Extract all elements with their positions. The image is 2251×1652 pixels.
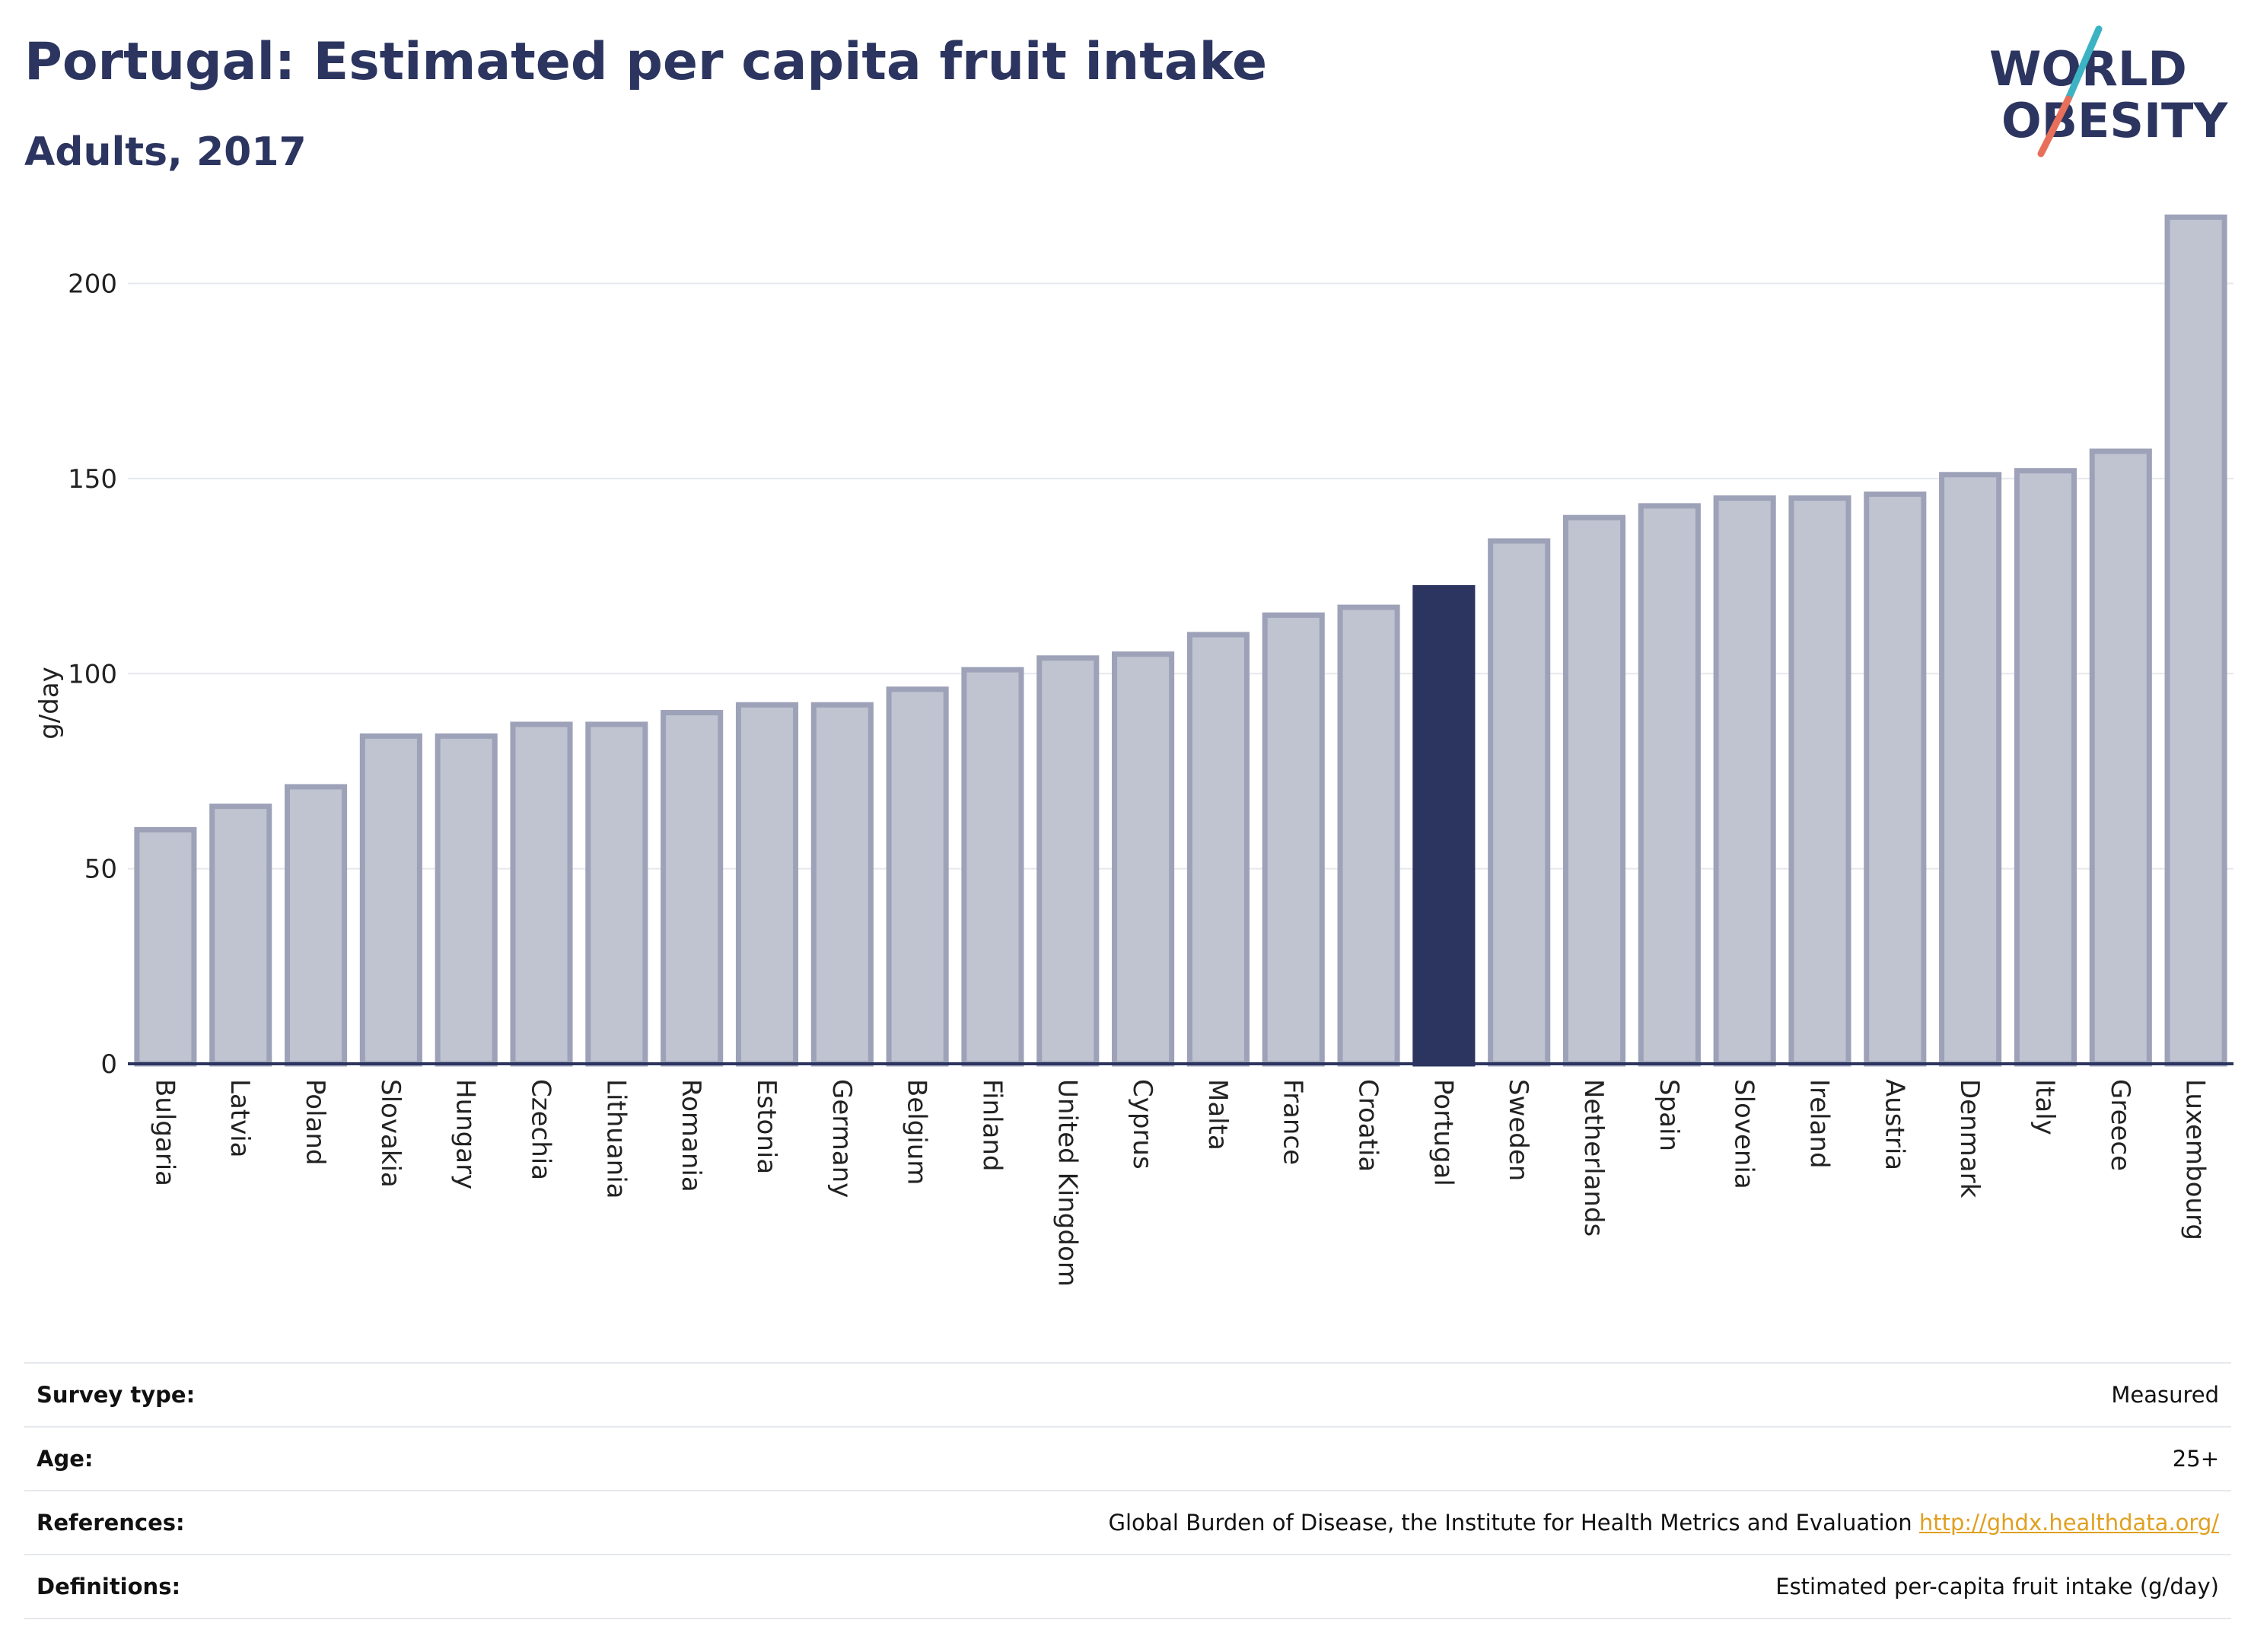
y-axis-label: g/day (34, 667, 65, 740)
info-value: 25+ (429, 1426, 2231, 1491)
logo-slash-bottom (2037, 95, 2072, 158)
x-tick-label: Estonia (751, 1079, 782, 1174)
info-row-age: Age: 25+ (24, 1426, 2231, 1491)
x-tick-label: Portugal (1428, 1079, 1458, 1186)
info-value-references: Global Burden of Disease, the Institute … (429, 1490, 2231, 1555)
reference-link[interactable]: http://ghdx.healthdata.org/ (1918, 1510, 2219, 1536)
y-tick-label: 150 (68, 464, 117, 495)
y-tick-label: 0 (100, 1049, 117, 1080)
bar-united-kingdom (1036, 655, 1100, 1067)
info-row-survey-type: Survey type: Measured (24, 1362, 2231, 1427)
logo-line-2: OBESITY (2001, 93, 2228, 148)
x-tick-label: Sweden (1503, 1079, 1533, 1181)
y-axis-ticks: 0 50 100 150 200 (68, 269, 117, 1080)
bar-romania (661, 710, 724, 1067)
bar-slovenia (1713, 495, 1776, 1067)
bar-denmark (1939, 472, 2002, 1067)
info-key: Definitions: (24, 1554, 429, 1619)
bar-ireland (1788, 495, 1851, 1067)
x-tick-label: Malta (1202, 1079, 1233, 1151)
bar-slovakia (359, 733, 422, 1067)
bar-czechia (510, 721, 573, 1067)
bar-germany (810, 702, 874, 1067)
x-tick-label: Romania (676, 1079, 706, 1192)
bar-cyprus (1112, 651, 1175, 1067)
x-tick-label: Spain (1654, 1079, 1684, 1151)
info-row-references: References: Global Burden of Disease, th… (24, 1490, 2231, 1555)
bar-lithuania (585, 721, 648, 1067)
x-tick-label: France (1278, 1079, 1308, 1165)
bar-hungary (435, 733, 498, 1067)
bar-croatia (1337, 604, 1400, 1067)
info-value: Measured (429, 1362, 2231, 1427)
bar-malta (1186, 632, 1250, 1067)
chart-title: Portugal: Estimated per capita fruit int… (24, 32, 1268, 92)
x-tick-label: Finland (976, 1079, 1007, 1172)
x-tick-label: Luxembourg (2180, 1079, 2211, 1240)
bar-portugal (1412, 584, 1476, 1067)
info-key: Survey type: (24, 1362, 429, 1427)
y-tick-label: 200 (68, 269, 117, 300)
bar-finland (961, 667, 1024, 1067)
x-tick-label: Netherlands (1578, 1079, 1609, 1237)
x-tick-label: Poland (300, 1079, 330, 1166)
info-key: Age: (24, 1426, 429, 1491)
bar-netherlands (1562, 514, 1626, 1067)
x-axis-labels: Bulgaria Latvia Poland Slovakia Hungary Czech… (149, 1079, 2210, 1287)
info-key: References: (24, 1490, 429, 1555)
x-tick-label: Latvia (224, 1079, 255, 1158)
x-tick-label: Cyprus (1127, 1079, 1157, 1170)
x-tick-label: Czechia (526, 1079, 556, 1180)
bar-chart: 0 50 100 150 200 Bulgaria Latvia Poland Slovaki… (34, 214, 2233, 1287)
bar-poland (285, 784, 348, 1067)
bar-bulgaria (134, 826, 197, 1067)
y-tick-label: 50 (84, 855, 117, 885)
x-tick-label: United Kingdom (1052, 1079, 1082, 1287)
x-tick-label: Germany (826, 1079, 857, 1198)
info-table: Survey type: Measured Age: 25+ Reference… (24, 1362, 2231, 1619)
x-tick-label: Greece (2105, 1079, 2135, 1171)
bar-sweden (1488, 538, 1551, 1067)
bar-estonia (735, 702, 799, 1067)
bars (134, 214, 2227, 1067)
x-tick-label: Lithuania (600, 1079, 631, 1198)
world-obesity-logo: WORLD OBESITY (1989, 25, 2228, 158)
y-tick-label: 100 (68, 659, 117, 689)
x-tick-label: Belgium (902, 1079, 932, 1185)
reference-text: Global Burden of Disease, the Institute … (1108, 1510, 1912, 1536)
bar-luxembourg (2164, 214, 2227, 1067)
chart-subtitle: Adults, 2017 (24, 129, 307, 175)
info-value: Estimated per-capita fruit intake (g/day… (429, 1554, 2231, 1619)
logo-slash-top (2065, 25, 2103, 103)
info-row-definitions: Definitions: Estimated per-capita fruit … (24, 1554, 2231, 1619)
bar-belgium (886, 686, 949, 1067)
x-tick-label: Slovenia (1729, 1079, 1759, 1189)
x-tick-label: Slovakia (375, 1079, 406, 1188)
x-tick-label: Hungary (451, 1079, 481, 1189)
x-tick-label: Denmark (1954, 1079, 1985, 1198)
x-tick-label: Austria (1879, 1079, 1909, 1170)
bar-greece (2089, 448, 2152, 1067)
bar-latvia (209, 804, 272, 1067)
bar-france (1262, 612, 1325, 1067)
bar-spain (1638, 503, 1701, 1067)
bar-italy (2014, 468, 2077, 1067)
x-tick-label: Croatia (1353, 1079, 1383, 1172)
x-tick-label: Ireland (1804, 1079, 1834, 1169)
x-tick-label: Bulgaria (149, 1079, 180, 1186)
x-tick-label: Italy (2030, 1079, 2060, 1135)
bar-austria (1864, 491, 1927, 1067)
